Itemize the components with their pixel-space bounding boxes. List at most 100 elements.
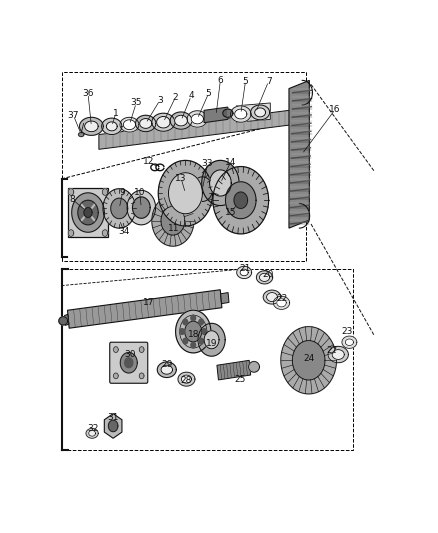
FancyBboxPatch shape [110, 342, 148, 383]
Text: 17: 17 [143, 298, 155, 308]
Text: 10: 10 [134, 188, 145, 197]
Polygon shape [191, 315, 196, 321]
FancyBboxPatch shape [67, 188, 108, 237]
Polygon shape [263, 290, 281, 304]
Polygon shape [84, 208, 92, 217]
Text: 4: 4 [188, 92, 194, 101]
Polygon shape [175, 115, 187, 126]
Polygon shape [213, 167, 268, 234]
Polygon shape [209, 170, 231, 196]
Polygon shape [291, 140, 311, 142]
Text: 37: 37 [67, 111, 79, 120]
Text: 36: 36 [82, 89, 94, 98]
Polygon shape [161, 365, 173, 374]
Polygon shape [289, 222, 309, 224]
Polygon shape [328, 346, 348, 363]
Polygon shape [103, 189, 135, 228]
Polygon shape [291, 123, 312, 125]
Polygon shape [191, 114, 203, 124]
Polygon shape [139, 347, 144, 352]
Polygon shape [290, 205, 310, 207]
Polygon shape [291, 148, 311, 150]
Polygon shape [108, 420, 118, 432]
Polygon shape [180, 329, 184, 334]
Text: 2: 2 [173, 93, 178, 102]
Text: 13: 13 [175, 174, 187, 183]
Polygon shape [99, 110, 293, 149]
Text: 15: 15 [225, 208, 237, 217]
Polygon shape [291, 131, 311, 134]
Polygon shape [85, 121, 98, 132]
Polygon shape [124, 120, 135, 130]
Polygon shape [185, 321, 202, 342]
Polygon shape [191, 342, 196, 348]
Text: 14: 14 [225, 158, 236, 167]
Polygon shape [290, 172, 311, 175]
Polygon shape [152, 113, 175, 131]
Polygon shape [237, 266, 251, 279]
Polygon shape [290, 164, 311, 166]
Polygon shape [223, 109, 233, 117]
Polygon shape [290, 181, 311, 183]
Polygon shape [113, 373, 118, 379]
Text: 22: 22 [276, 294, 287, 303]
Text: 11: 11 [168, 224, 179, 233]
Text: 9: 9 [120, 188, 126, 197]
Polygon shape [68, 230, 74, 236]
Polygon shape [289, 213, 310, 216]
Polygon shape [267, 293, 277, 302]
Polygon shape [64, 314, 69, 326]
Polygon shape [290, 189, 310, 191]
Polygon shape [226, 182, 256, 219]
Polygon shape [259, 273, 270, 281]
Polygon shape [273, 296, 290, 309]
Polygon shape [67, 290, 222, 328]
Polygon shape [204, 331, 219, 349]
Text: 6: 6 [218, 76, 223, 85]
Polygon shape [277, 298, 286, 307]
Polygon shape [120, 117, 139, 132]
Polygon shape [332, 350, 344, 359]
Text: 5: 5 [243, 77, 248, 86]
Text: 23: 23 [342, 327, 353, 336]
Polygon shape [157, 117, 170, 128]
Polygon shape [68, 189, 74, 195]
Polygon shape [289, 80, 309, 228]
Text: 3: 3 [157, 95, 163, 104]
Polygon shape [102, 118, 122, 134]
Polygon shape [342, 336, 357, 349]
Polygon shape [237, 103, 270, 122]
Polygon shape [104, 414, 122, 438]
Text: 25: 25 [234, 375, 245, 384]
Text: 1: 1 [113, 109, 119, 118]
Polygon shape [256, 271, 273, 284]
Polygon shape [235, 109, 247, 119]
Text: 29: 29 [162, 360, 173, 369]
Polygon shape [292, 90, 312, 93]
Polygon shape [78, 133, 84, 136]
Polygon shape [80, 117, 103, 135]
Polygon shape [221, 293, 229, 304]
Text: 27: 27 [327, 346, 338, 355]
Polygon shape [187, 111, 208, 127]
Polygon shape [106, 122, 117, 131]
Text: 5: 5 [206, 89, 212, 98]
Text: 20: 20 [262, 270, 274, 279]
Text: 12: 12 [143, 157, 155, 166]
Polygon shape [72, 193, 104, 232]
Polygon shape [157, 362, 176, 377]
Polygon shape [292, 107, 312, 109]
Polygon shape [198, 324, 225, 356]
Text: 28: 28 [181, 376, 192, 385]
Polygon shape [230, 106, 251, 122]
Text: 31: 31 [107, 413, 119, 422]
Text: 35: 35 [131, 99, 142, 108]
Polygon shape [170, 112, 192, 129]
Polygon shape [345, 339, 353, 345]
Polygon shape [292, 99, 312, 101]
Text: 30: 30 [124, 350, 136, 359]
Polygon shape [292, 115, 312, 117]
Text: 19: 19 [206, 340, 217, 349]
Polygon shape [111, 198, 128, 219]
Polygon shape [240, 269, 248, 276]
